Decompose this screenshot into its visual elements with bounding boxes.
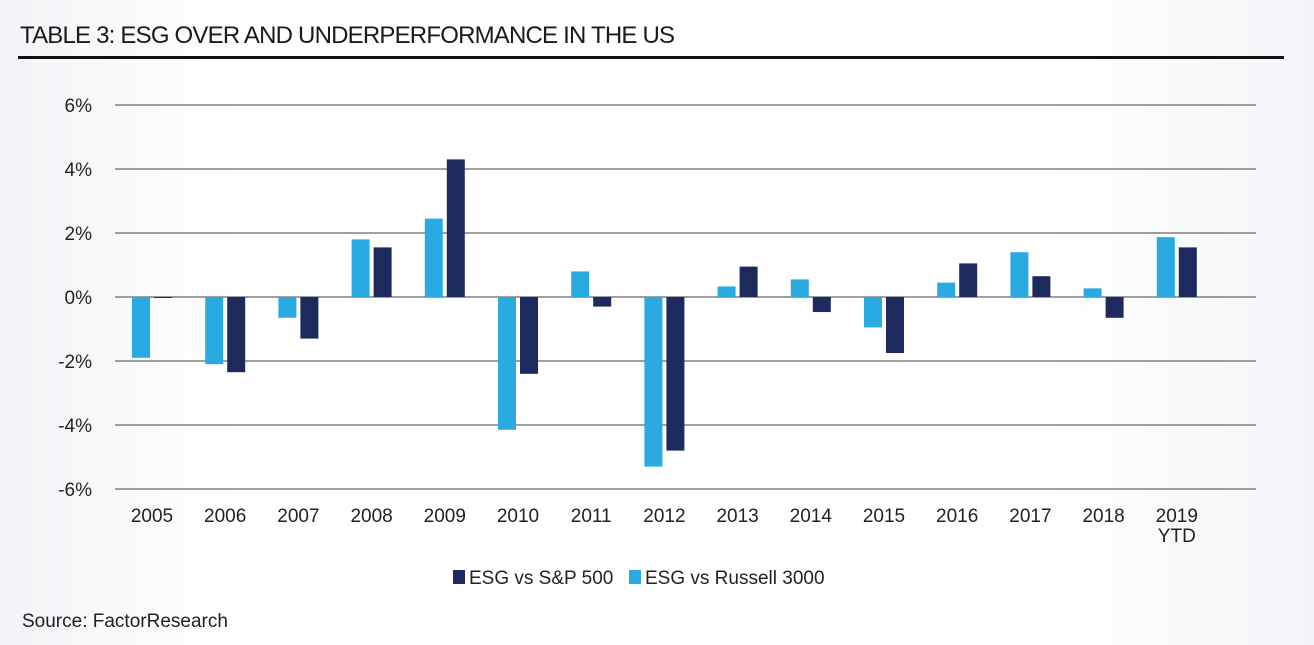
bar-russell3000-2017: [1010, 252, 1029, 297]
bar-russell3000-2015: [864, 297, 882, 328]
y-tick-label: 6%: [65, 96, 93, 117]
bar-russell3000-2009: [424, 218, 443, 297]
bar-sp500-2008: [373, 247, 392, 297]
bar-sp500-2015: [886, 297, 904, 353]
bar-sp500-2016: [959, 263, 978, 297]
x-tick-label: YTD: [1158, 526, 1196, 547]
bar-sp500-2019-ytd: [1178, 247, 1197, 297]
x-axis-ticks: 2005 2006 2007 2008 2009 2010 2011 2012 2013 2014…: [131, 506, 1198, 547]
bar-russell3000-2016: [937, 282, 956, 297]
bar-russell3000-2005: [132, 297, 150, 358]
x-tick-label: 2005: [131, 506, 173, 527]
bars: [132, 159, 1197, 467]
bar-russell3000-2007: [278, 297, 297, 318]
x-tick-label: 2018: [1082, 506, 1124, 527]
x-tick-label: 2007: [277, 506, 319, 527]
bar-sp500-2014: [812, 297, 831, 313]
bar-sp500-2006: [227, 297, 246, 373]
chart-title: TABLE 3: ESG OVER AND UNDERPERFORMANCE I…: [20, 22, 675, 49]
x-tick-label: 2006: [204, 506, 246, 527]
y-tick-label: 0%: [65, 288, 93, 309]
bar-sp500-2007: [300, 297, 319, 339]
bar-sp500-2009: [446, 159, 465, 297]
x-tick-label: 2016: [936, 506, 978, 527]
bar-russell3000-2008: [351, 239, 370, 297]
title-divider: [18, 56, 1284, 59]
bar-sp500-2012: [666, 297, 685, 451]
bar-russell3000-2013: [717, 286, 736, 297]
y-axis-ticks: 6% 4% 2% 0% -2% -4% -6%: [58, 96, 92, 501]
bar-russell3000-2010: [498, 297, 516, 430]
x-tick-label: 2017: [1009, 506, 1051, 527]
x-tick-label: 2010: [497, 506, 539, 527]
source-note: Source: FactorResearch: [22, 611, 228, 632]
legend-swatch: [453, 570, 465, 584]
bar-russell3000-2014: [790, 279, 809, 297]
bar-russell3000-2006: [205, 297, 224, 365]
bar-sp500-2018: [1105, 297, 1124, 318]
legend-item: ESG vs S&P 500: [453, 568, 613, 589]
x-tick-label: 2012: [643, 506, 685, 527]
bar-sp500-2017: [1032, 276, 1051, 297]
x-tick-label: 2014: [790, 506, 833, 527]
y-tick-label: -2%: [58, 352, 92, 373]
bar-sp500-2013: [739, 266, 758, 297]
x-tick-label: 2019: [1156, 506, 1198, 527]
legend-swatch: [629, 570, 641, 584]
x-tick-label: 2015: [863, 506, 905, 527]
x-tick-label: 2013: [716, 506, 758, 527]
x-tick-label: 2011: [571, 506, 612, 527]
legend: ESG vs S&P 500 ESG vs Russell 3000: [453, 568, 825, 589]
bar-sp500-2005: [154, 297, 172, 298]
bar-sp500-2011: [593, 297, 612, 307]
bar-sp500-2010: [520, 297, 538, 374]
y-tick-label: 4%: [65, 160, 93, 181]
y-tick-label: 2%: [65, 224, 93, 245]
y-tick-label: -6%: [58, 480, 92, 501]
x-tick-label: 2008: [350, 506, 392, 527]
x-tick-label: 2009: [424, 506, 466, 527]
bar-russell3000-2012: [644, 297, 663, 467]
gridlines: [115, 104, 1256, 490]
bar-russell3000-2011: [571, 271, 590, 297]
legend-item: ESG vs Russell 3000: [629, 568, 825, 589]
legend-label: ESG vs Russell 3000: [645, 568, 825, 589]
bar-russell3000-2018: [1083, 288, 1102, 297]
y-tick-label: -4%: [58, 416, 92, 437]
legend-label: ESG vs S&P 500: [469, 568, 613, 589]
bar-russell3000-2019-ytd: [1156, 237, 1175, 297]
